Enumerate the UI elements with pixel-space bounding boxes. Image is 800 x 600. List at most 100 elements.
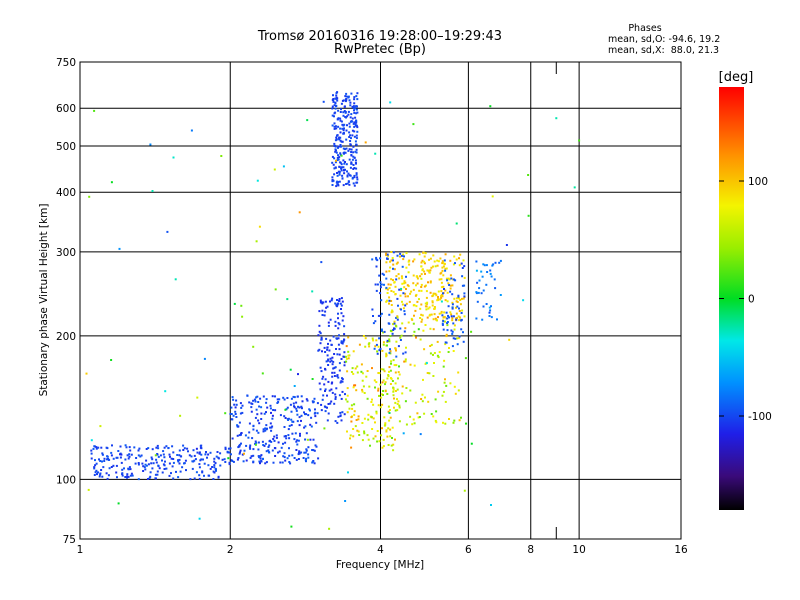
- data-point: [269, 426, 272, 429]
- data-point: [353, 111, 356, 114]
- data-point: [383, 370, 386, 373]
- data-point: [409, 363, 412, 366]
- data-point: [400, 334, 403, 337]
- data-point: [140, 454, 143, 457]
- data-point: [356, 371, 359, 374]
- data-point: [334, 324, 337, 327]
- data-point: [230, 453, 232, 456]
- data-point: [433, 307, 436, 310]
- data-point: [353, 410, 356, 413]
- data-point: [452, 315, 455, 318]
- x-tick-label: 2: [227, 544, 234, 556]
- data-point: [405, 266, 408, 269]
- data-point: [90, 439, 93, 442]
- data-point: [340, 102, 343, 105]
- data-point: [435, 410, 438, 413]
- data-point: [318, 310, 321, 313]
- data-point: [346, 182, 349, 185]
- data-point: [334, 393, 337, 396]
- data-point: [116, 476, 118, 479]
- data-point: [313, 449, 316, 452]
- data-point: [483, 264, 486, 267]
- data-point: [351, 367, 354, 370]
- data-point: [147, 463, 150, 466]
- data-point: [301, 407, 303, 410]
- data-point: [425, 308, 428, 311]
- data-point: [249, 444, 252, 447]
- data-point: [112, 464, 115, 467]
- data-point: [348, 136, 351, 138]
- data-point: [411, 423, 414, 426]
- data-point: [413, 330, 416, 333]
- data-point: [429, 327, 432, 330]
- data-point: [456, 305, 459, 308]
- data-point: [366, 370, 369, 372]
- data-point: [185, 469, 187, 472]
- y-tick-label: 75: [63, 534, 76, 546]
- data-points: [85, 91, 581, 530]
- data-point: [401, 265, 404, 268]
- data-point: [401, 392, 404, 395]
- data-point: [355, 419, 358, 421]
- data-point: [424, 302, 427, 305]
- data-point: [151, 448, 154, 451]
- data-point: [441, 394, 444, 397]
- data-point: [337, 125, 340, 128]
- data-point: [344, 500, 347, 502]
- data-point: [374, 386, 376, 389]
- data-point: [320, 301, 323, 304]
- data-point: [326, 348, 329, 351]
- data-point: [287, 434, 290, 437]
- data-point: [424, 362, 427, 365]
- data-point: [394, 390, 397, 392]
- data-point: [392, 443, 395, 446]
- data-point: [338, 298, 341, 300]
- data-point: [413, 422, 416, 425]
- data-point: [324, 388, 327, 391]
- data-point: [291, 420, 294, 423]
- data-point: [394, 382, 397, 385]
- data-point: [241, 404, 244, 407]
- data-point: [95, 469, 98, 472]
- data-point: [342, 147, 345, 150]
- data-point: [405, 302, 408, 305]
- data-point: [395, 364, 398, 367]
- data-point: [470, 442, 473, 445]
- data-point: [457, 389, 460, 392]
- data-point: [340, 120, 343, 123]
- data-point: [334, 366, 337, 369]
- data-point: [343, 355, 346, 358]
- data-point: [437, 290, 440, 293]
- data-point: [340, 163, 343, 166]
- data-point: [351, 105, 354, 108]
- data-point: [463, 284, 466, 287]
- data-point: [258, 405, 261, 408]
- data-point: [386, 344, 388, 347]
- data-point: [329, 357, 332, 360]
- data-point: [157, 447, 160, 450]
- data-point: [318, 330, 321, 333]
- data-point: [451, 345, 454, 348]
- data-point: [423, 285, 426, 288]
- data-point: [371, 308, 374, 311]
- data-point: [402, 352, 405, 355]
- data-point: [428, 372, 431, 375]
- data-point: [327, 321, 330, 324]
- data-point: [275, 434, 278, 437]
- data-point: [356, 176, 359, 179]
- data-point: [353, 176, 356, 179]
- data-point: [375, 410, 378, 413]
- data-point: [179, 455, 182, 458]
- data-point: [282, 165, 285, 168]
- data-point: [321, 314, 324, 316]
- data-point: [233, 302, 236, 305]
- data-point: [393, 327, 395, 330]
- data-point: [356, 126, 359, 129]
- data-point: [239, 451, 241, 454]
- data-point: [425, 290, 428, 293]
- data-point: [339, 127, 342, 130]
- data-point: [452, 263, 455, 266]
- data-point: [164, 460, 166, 463]
- data-point: [379, 406, 382, 409]
- data-point: [348, 131, 351, 134]
